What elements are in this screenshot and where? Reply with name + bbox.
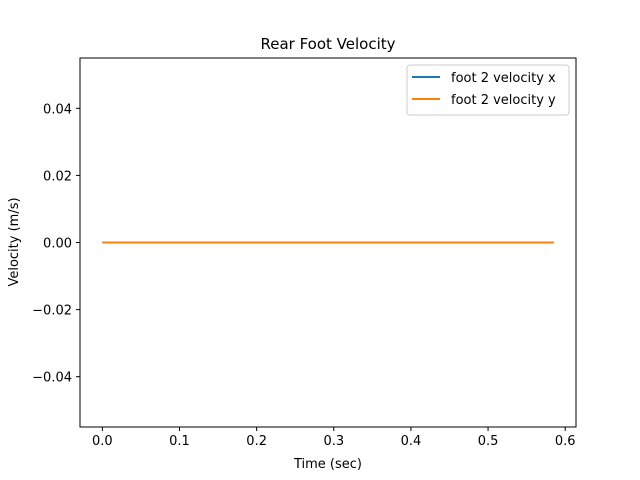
x-tick-label: 0.0 [92,434,113,449]
legend-box [406,64,570,116]
x-tick-label: 0.5 [478,434,499,449]
x-tick-label: 0.6 [555,434,576,449]
x-tick-label: 0.3 [323,434,344,449]
x-tick-label: 0.2 [246,434,267,449]
x-tick-label: 0.1 [169,434,190,449]
legend-label-2: foot 2 velocity y [451,93,556,108]
y-tick-label: −0.04 [32,371,72,386]
legend-label-1: foot 2 velocity x [451,71,556,86]
y-tick-label: 0.00 [43,237,72,252]
x-axis-label: Time (sec) [293,457,362,472]
plot-frame [79,57,577,428]
x-tick-label: 0.4 [401,434,422,449]
y-axis-label: Velocity (m/s) [7,197,22,286]
y-tick-label: 0.02 [43,169,72,184]
chart-title: Rear Foot Velocity [260,35,395,53]
legend: foot 2 velocity x foot 2 velocity y [406,64,570,116]
y-tick-label: −0.02 [32,304,72,319]
ticks-layer: 0.0 0.1 0.2 0.3 0.4 0.5 0.6 0.04 0.02 0.00 −0.02 −0… [32,102,575,449]
y-tick-label: 0.04 [43,102,72,117]
